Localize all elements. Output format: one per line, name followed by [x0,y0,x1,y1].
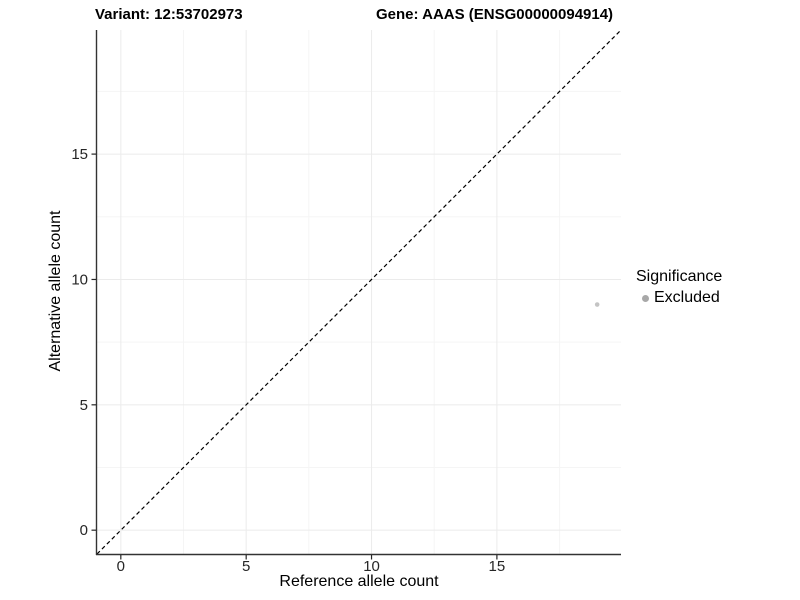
x-tick-label: 0 [117,558,125,575]
identity-line [96,29,622,555]
x-tick-label: 15 [489,558,506,575]
legend-item-label: Excluded [654,289,720,306]
data-points [594,302,600,307]
grid-minor [97,30,621,554]
y-axis-title: Alternative allele count [47,210,64,372]
grid-major [97,30,621,554]
y-tick-label: 10 [71,271,88,288]
plot-title-gene: Gene: AAAS (ENSG00000094914) [376,6,614,23]
y-tick-labels: 0 5 10 15 [71,146,88,539]
x-ticks [120,555,498,560]
legend: Significance Excluded [636,268,722,307]
x-tick-labels: 0 5 10 15 [117,558,506,575]
y-tick-label: 5 [80,397,88,414]
plot-title-variant: Variant: 12:53702973 [95,6,243,23]
legend-key-dot [642,294,649,302]
y-tick-label: 0 [80,522,88,539]
x-tick-label: 5 [242,558,250,575]
y-ticks [91,153,96,531]
data-point [594,302,600,307]
x-tick-label: 10 [363,558,380,575]
legend-title: Significance [636,268,723,285]
x-axis-title: Reference allele count [279,573,439,590]
y-tick-label: 15 [71,146,88,163]
legend-item-excluded: Excluded [642,289,722,307]
